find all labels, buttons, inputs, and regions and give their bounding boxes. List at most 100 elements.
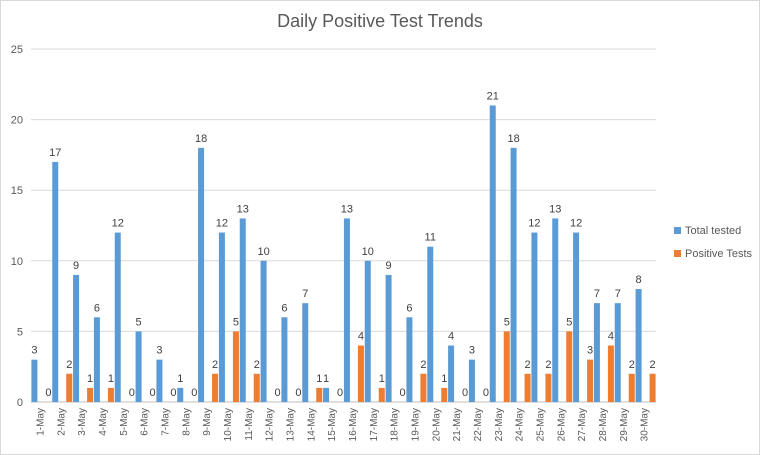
- x-tick-label: 19-May: [410, 408, 421, 441]
- positive-tests-label: 4: [358, 331, 364, 343]
- total-tested-label: 12: [216, 218, 228, 230]
- positive-tests-label: 1: [379, 373, 385, 385]
- total-tested-bar: [323, 387, 330, 402]
- total-tested-bar: [593, 303, 600, 402]
- x-tick-label: 15-May: [327, 408, 338, 441]
- total-tested-label: 12: [528, 218, 540, 230]
- total-tested-label: 7: [615, 288, 621, 300]
- legend-swatch: [674, 227, 681, 234]
- x-tick-label: 13-May: [285, 408, 296, 441]
- positive-tests-bar: [545, 373, 552, 402]
- total-tested-label: 3: [31, 345, 37, 357]
- positive-tests-bar: [253, 373, 260, 402]
- total-tested-label: 3: [156, 345, 162, 357]
- positive-tests-bar: [607, 345, 614, 402]
- x-tick-label: 1-May: [35, 408, 46, 436]
- positive-tests-label: 0: [45, 387, 51, 399]
- x-tick-label: 23-May: [494, 408, 505, 441]
- x-tick-label: 9-May: [202, 408, 213, 436]
- positive-tests-label: 2: [254, 359, 260, 371]
- x-tick-label: 2-May: [56, 408, 67, 436]
- total-tested-bar: [468, 359, 475, 402]
- x-tick-label: 30-May: [640, 408, 651, 441]
- x-tick-label: 24-May: [515, 408, 526, 441]
- positive-tests-label: 4: [608, 331, 614, 343]
- positive-tests-bar: [232, 331, 239, 402]
- total-tested-label: 21: [487, 90, 499, 102]
- positive-tests-label: 2: [650, 359, 656, 371]
- positive-tests-label: 0: [295, 387, 301, 399]
- total-tested-bar: [218, 232, 225, 402]
- total-tested-bar: [448, 345, 455, 402]
- total-tested-bar: [73, 274, 80, 402]
- total-tested-label: 6: [281, 302, 287, 314]
- total-tested-bar: [198, 147, 205, 402]
- total-tested-label: 13: [237, 203, 249, 215]
- total-tested-bar: [489, 105, 496, 402]
- total-tested-label: 5: [136, 316, 142, 328]
- y-tick-label: 25: [11, 44, 23, 56]
- total-tested-label: 9: [386, 260, 392, 272]
- x-tick-label: 8-May: [181, 408, 192, 436]
- x-tick-label: 21-May: [452, 408, 463, 441]
- positive-tests-label: 2: [66, 359, 72, 371]
- total-tested-label: 17: [49, 147, 61, 159]
- total-tested-bar: [156, 359, 163, 402]
- total-tested-bar: [52, 161, 59, 402]
- x-tick-label: 7-May: [160, 408, 171, 436]
- total-tested-label: 12: [112, 218, 124, 230]
- positive-tests-label: 0: [129, 387, 135, 399]
- total-tested-bar: [573, 232, 580, 402]
- total-tested-bar: [427, 246, 434, 402]
- positive-tests-bar: [107, 387, 114, 402]
- y-tick-label: 0: [17, 397, 23, 409]
- positive-tests-bar: [66, 373, 73, 402]
- total-tested-bar: [114, 232, 121, 402]
- positive-tests-bar: [587, 359, 594, 402]
- total-tested-bar: [302, 303, 309, 402]
- total-tested-label: 13: [341, 203, 353, 215]
- positive-tests-bar: [566, 331, 573, 402]
- y-tick-label: 20: [11, 115, 23, 127]
- positive-tests-label: 5: [233, 316, 239, 328]
- positive-tests-label: 0: [170, 387, 176, 399]
- positive-tests-bar: [357, 345, 364, 402]
- total-tested-label: 9: [73, 260, 79, 272]
- positive-tests-label: 2: [212, 359, 218, 371]
- total-tested-bar: [93, 317, 100, 402]
- legend-label: Positive Tests: [685, 248, 753, 260]
- y-tick-label: 5: [17, 326, 23, 338]
- total-tested-label: 18: [195, 133, 207, 145]
- positive-tests-bar: [649, 373, 656, 402]
- total-tested-label: 10: [257, 246, 269, 258]
- total-tested-bar: [510, 147, 517, 402]
- x-tick-label: 18-May: [390, 408, 401, 441]
- positive-tests-bar: [420, 373, 427, 402]
- x-tick-label: 17-May: [369, 408, 380, 441]
- legend-label: Total tested: [685, 225, 741, 237]
- x-tick-label: 28-May: [598, 408, 609, 441]
- total-tested-bar: [531, 232, 538, 402]
- positive-tests-label: 1: [316, 373, 322, 385]
- positive-tests-bar: [503, 331, 510, 402]
- positive-tests-label: 2: [629, 359, 635, 371]
- total-tested-bar: [385, 274, 392, 402]
- legend-swatch: [674, 250, 681, 257]
- y-tick-label: 10: [11, 256, 23, 268]
- positive-tests-label: 0: [400, 387, 406, 399]
- total-tested-label: 6: [94, 302, 100, 314]
- total-tested-label: 1: [177, 373, 183, 385]
- x-tick-label: 26-May: [556, 408, 567, 441]
- positive-tests-label: 5: [566, 316, 572, 328]
- total-tested-bar: [260, 260, 267, 402]
- positive-tests-label: 2: [525, 359, 531, 371]
- total-tested-bar: [406, 317, 413, 402]
- x-tick-label: 22-May: [473, 408, 484, 441]
- x-tick-label: 4-May: [98, 408, 109, 436]
- positive-tests-bar: [441, 387, 448, 402]
- total-tested-label: 12: [570, 218, 582, 230]
- total-tested-label: 7: [302, 288, 308, 300]
- positive-tests-label: 0: [191, 387, 197, 399]
- positive-tests-label: 0: [483, 387, 489, 399]
